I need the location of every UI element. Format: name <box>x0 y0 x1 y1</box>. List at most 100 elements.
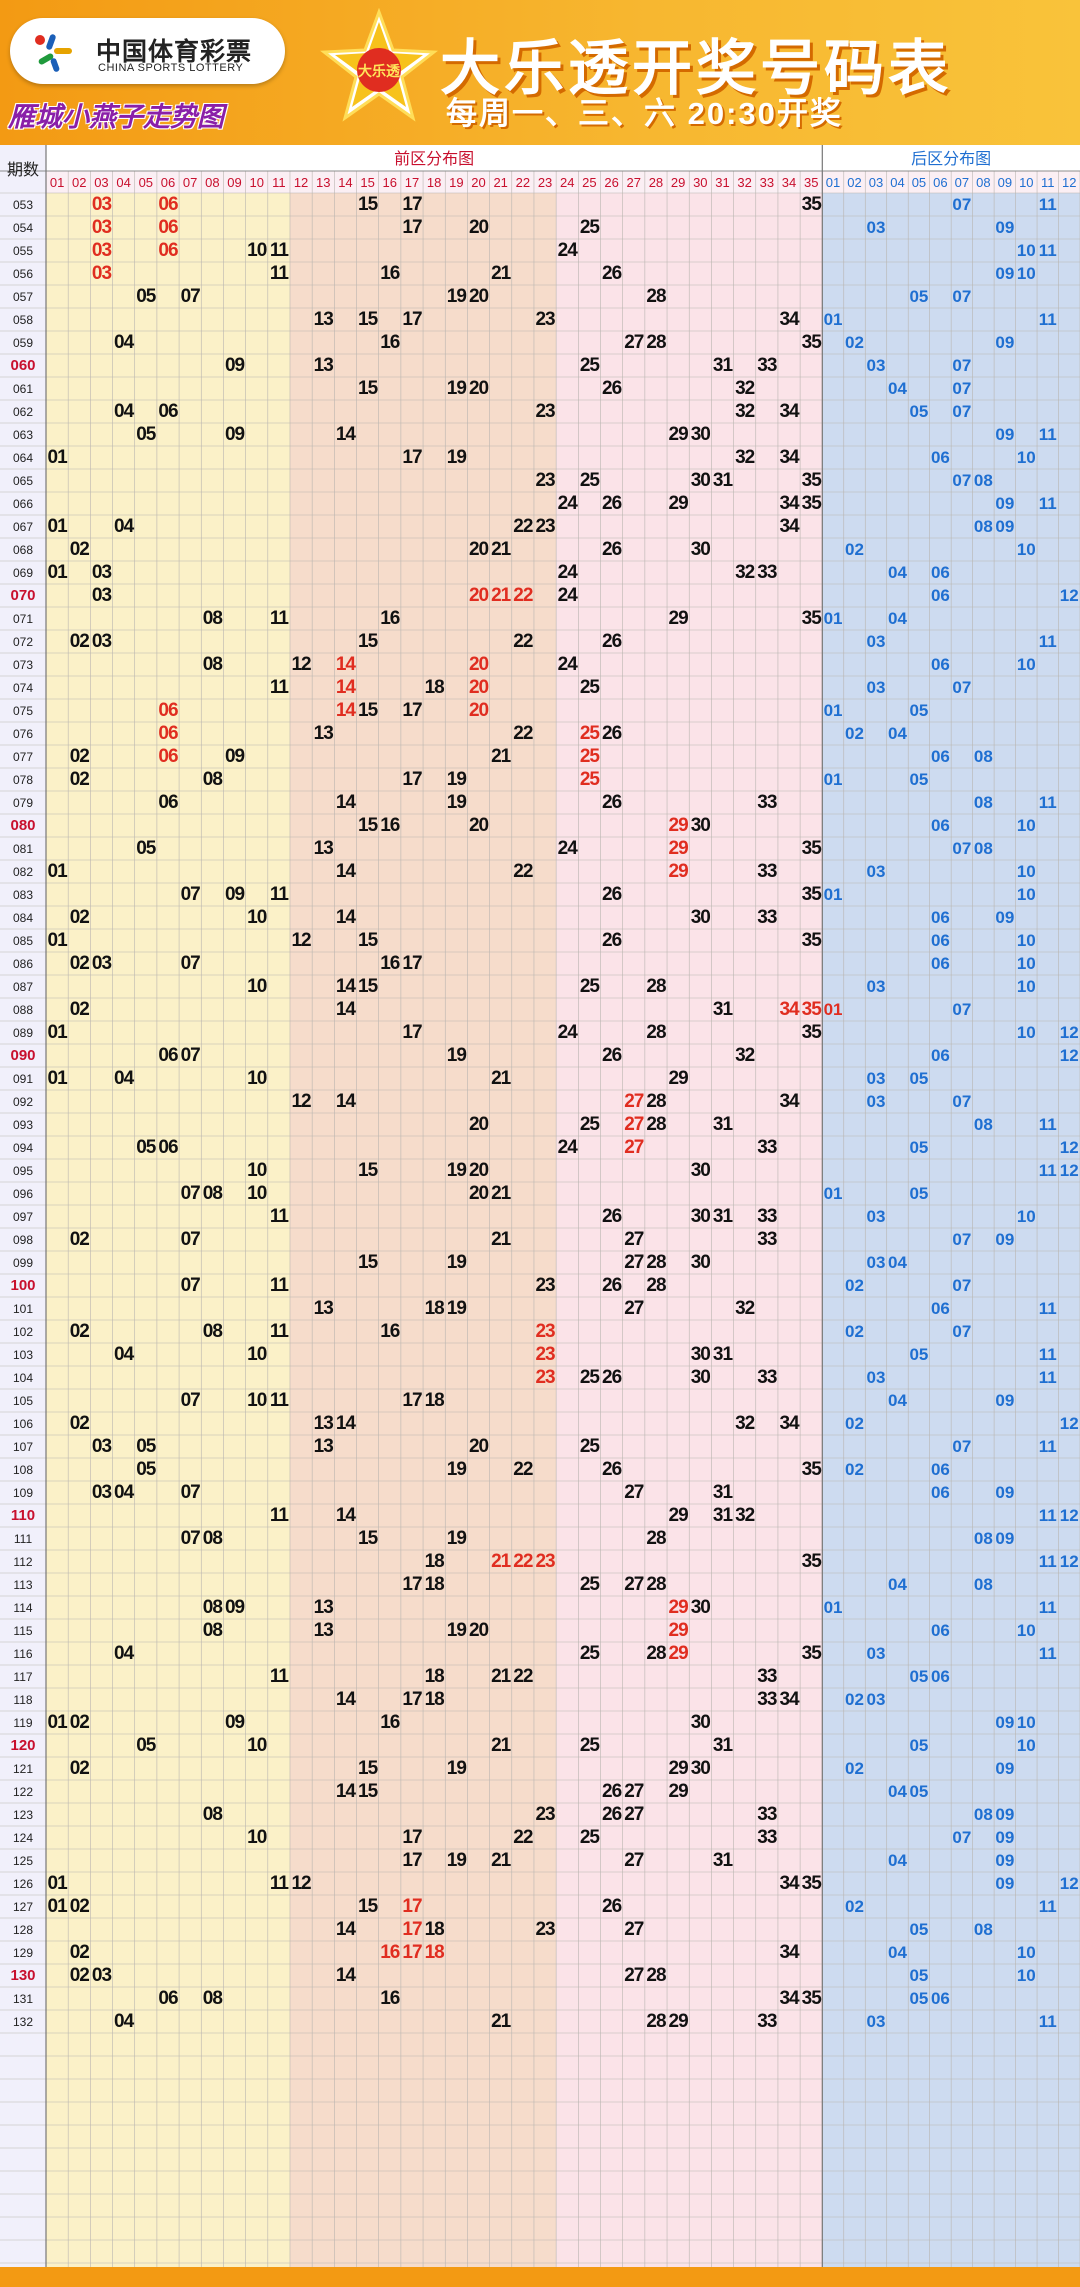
front-ball: 31 <box>713 1482 734 1503</box>
back-ball: 06 <box>931 1046 950 1065</box>
front-ball: 33 <box>757 1827 777 1848</box>
front-ball: 14 <box>336 861 357 882</box>
front-ball: 13 <box>314 1620 334 1641</box>
table-row: 121 02 15 19 29 30 02 09 <box>13 1758 1014 1779</box>
back-ball: 07 <box>952 356 971 375</box>
front-ball: 19 <box>447 1528 467 1549</box>
front-ball: 33 <box>757 355 777 376</box>
period-number: 090 <box>10 1047 35 1064</box>
front-ball: 32 <box>735 1413 755 1434</box>
front-ball: 27 <box>624 1850 644 1871</box>
front-ball: 32 <box>735 1298 755 1319</box>
back-ball: 12 <box>1060 1161 1079 1180</box>
period-number: 055 <box>13 244 33 258</box>
back-ball: 10 <box>1017 1713 1036 1732</box>
back-ball: 07 <box>952 1276 971 1295</box>
draw-schedule: 每周一、三、六 20:30开奖 <box>446 96 843 131</box>
period-number: 101 <box>13 1302 33 1316</box>
back-ball: 11 <box>1039 1437 1057 1456</box>
period-column-bg <box>0 145 46 2267</box>
front-ball: 23 <box>535 1367 555 1388</box>
front-ball: 19 <box>447 792 467 813</box>
table-row: 076 06 13 22 25 26 02 04 <box>13 723 907 744</box>
period-number: 108 <box>13 1463 33 1477</box>
back-ball: 03 <box>867 1092 886 1111</box>
front-ball: 11 <box>270 1321 290 1342</box>
front-ball: 06 <box>158 1045 178 1066</box>
front-ball: 29 <box>669 2011 689 2032</box>
table-row: 091 01 04 10 21 29 03 05 <box>13 1068 928 1089</box>
front-ball: 21 <box>491 585 512 606</box>
front-ball: 20 <box>469 1436 489 1457</box>
front-ball: 10 <box>247 1068 267 1089</box>
front-ball: 35 <box>802 1643 823 1664</box>
table-row: 089 01 17 24 28 35 10 12 <box>13 1022 1079 1043</box>
back-ball: 03 <box>867 1368 886 1387</box>
front-ball: 33 <box>757 1689 777 1710</box>
back-ball: 05 <box>909 1667 928 1686</box>
front-ball: 24 <box>558 654 579 675</box>
back-ball: 11 <box>1039 793 1057 812</box>
back-ball: 07 <box>952 1828 971 1847</box>
front-ball: 22 <box>513 1666 533 1687</box>
front-ball: 08 <box>203 1528 223 1549</box>
front-ball: 08 <box>203 769 223 790</box>
front-ball: 22 <box>513 1459 533 1480</box>
logo-chinese-text: 中国体育彩票 <box>96 38 253 66</box>
front-ball: 02 <box>70 1712 90 1733</box>
front-ball: 09 <box>225 1712 245 1733</box>
front-ball: 33 <box>757 1804 777 1825</box>
back-ball: 02 <box>845 724 864 743</box>
front-ball: 30 <box>691 470 711 491</box>
front-ball: 17 <box>402 309 422 330</box>
front-ball: 28 <box>646 1528 666 1549</box>
front-ball: 25 <box>580 470 601 491</box>
front-number-header: 03 <box>94 175 108 190</box>
front-ball: 23 <box>535 309 555 330</box>
front-ball: 05 <box>136 286 157 307</box>
front-ball: 22 <box>513 1827 533 1848</box>
table-row: 126 01 11 12 34 35 09 12 <box>13 1873 1079 1894</box>
front-ball: 24 <box>558 562 579 583</box>
period-number: 066 <box>13 497 33 511</box>
period-number: 072 <box>13 635 33 649</box>
front-ball: 07 <box>181 884 201 905</box>
front-number-header: 24 <box>560 175 574 190</box>
back-ball: 04 <box>888 609 907 628</box>
front-ball: 18 <box>425 1574 445 1595</box>
back-ball: 07 <box>952 471 971 490</box>
table-row: 114 08 09 13 29 30 01 11 <box>13 1597 1056 1618</box>
front-number-header: 07 <box>183 175 197 190</box>
star-badge-text: 大乐透 <box>358 63 401 79</box>
front-ball: 19 <box>447 1620 467 1641</box>
front-ball: 19 <box>447 1252 467 1273</box>
period-number: 128 <box>13 1923 33 1937</box>
back-ball: 05 <box>909 1138 928 1157</box>
front-ball: 15 <box>358 700 379 721</box>
table-row: 060 09 13 25 31 33 03 07 <box>10 355 971 376</box>
period-number: 111 <box>14 1532 33 1546</box>
front-number-header: 19 <box>449 175 463 190</box>
back-ball: 03 <box>867 678 886 697</box>
front-ball: 08 <box>203 1804 223 1825</box>
period-number: 058 <box>13 313 33 327</box>
front-ball: 34 <box>779 1413 800 1434</box>
period-number: 127 <box>13 1900 33 1914</box>
table-row: 095 10 15 19 20 30 11 12 <box>13 1160 1079 1181</box>
front-ball: 27 <box>624 1804 644 1825</box>
table-row: 054 03 06 17 20 25 03 09 <box>13 217 1014 238</box>
back-ball: 10 <box>1017 931 1036 950</box>
front-ball: 01 <box>48 1068 69 1089</box>
front-ball: 03 <box>92 263 112 284</box>
back-ball: 01 <box>824 1000 843 1019</box>
front-ball: 14 <box>336 792 357 813</box>
period-number: 085 <box>13 934 33 948</box>
table-row: 061 15 19 20 26 32 04 07 <box>13 378 971 399</box>
front-ball: 10 <box>247 907 267 928</box>
front-ball: 11 <box>270 1206 290 1227</box>
front-ball: 04 <box>114 1482 135 1503</box>
table-row: 131 06 08 16 34 35 05 06 <box>13 1988 950 2009</box>
front-ball: 26 <box>602 493 622 514</box>
front-ball: 03 <box>92 217 112 238</box>
front-ball: 13 <box>314 1436 334 1457</box>
